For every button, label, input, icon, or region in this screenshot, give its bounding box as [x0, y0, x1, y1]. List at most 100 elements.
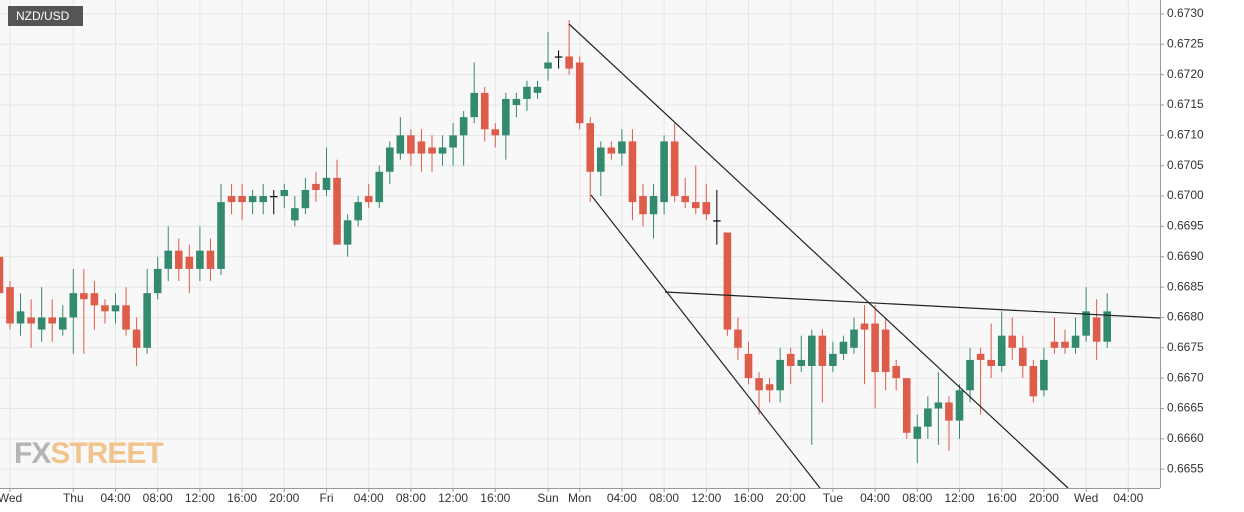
candle-body: [586, 123, 595, 172]
candle-body: [291, 208, 299, 221]
y-tick-label: 0.6655: [1167, 461, 1204, 475]
candle-body: [966, 359, 974, 391]
candle-body: [1061, 341, 1069, 348]
candle-body: [280, 189, 289, 197]
candle-body: [1008, 335, 1017, 348]
candle-body: [375, 171, 384, 203]
y-tick-label: 0.6680: [1167, 310, 1204, 324]
candle-body: [649, 196, 658, 215]
x-tick-label: Wed: [1074, 491, 1098, 505]
candle-body: [597, 147, 605, 172]
candle-body: [269, 196, 278, 198]
x-tick-label: Sun: [537, 491, 558, 505]
candle-body: [786, 353, 795, 366]
candle-body: [101, 305, 109, 312]
x-tick-label: 12:00: [944, 491, 974, 505]
candle-body: [997, 335, 1006, 366]
candle-body: [175, 250, 183, 269]
candle-body: [1103, 311, 1111, 342]
candle-body: [860, 323, 869, 330]
x-tick-label: Wed: [0, 491, 22, 505]
candle-body: [164, 250, 173, 269]
candle-body: [1050, 341, 1059, 348]
candle-body: [248, 196, 257, 203]
candle-body: [386, 147, 394, 172]
watermark: FXSTREET: [14, 437, 163, 470]
candle-body: [607, 147, 616, 154]
x-tick-label: 08:00: [649, 491, 679, 505]
candle-body: [913, 426, 922, 439]
candle-body: [322, 177, 331, 190]
y-tick-label: 0.6670: [1167, 370, 1204, 384]
x-tick-label: Tue: [823, 491, 844, 505]
x-tick-label: 20:00: [1029, 491, 1059, 505]
chart-title: NZD/USD: [16, 9, 70, 23]
candle-body: [502, 98, 510, 136]
candle-body: [301, 189, 310, 209]
x-tick-label: 12:00: [438, 491, 468, 505]
y-tick-label: 0.6700: [1167, 188, 1204, 202]
candle-body: [438, 147, 447, 154]
candle-body: [1029, 366, 1038, 397]
candle-body: [122, 305, 130, 330]
x-tick-label: 08:00: [396, 491, 426, 505]
candle-body: [924, 408, 932, 427]
candle-body: [396, 135, 405, 154]
candle-body: [987, 359, 995, 366]
watermark-part: STREET: [50, 437, 163, 470]
candle-body: [27, 317, 35, 324]
candle-body: [839, 341, 848, 354]
trend-line: [664, 291, 1161, 319]
candle-body: [491, 129, 500, 136]
y-tick-label: 0.6695: [1167, 219, 1204, 233]
y-tick-label: 0.6705: [1167, 158, 1204, 172]
candle-body: [544, 62, 552, 69]
candles: [0, 20, 1111, 464]
candle-body: [1071, 335, 1080, 348]
candle-body: [554, 56, 563, 58]
candle-body: [217, 202, 225, 269]
candle-body: [533, 86, 542, 93]
candle-body: [6, 287, 14, 324]
candle-body: [143, 293, 151, 348]
candle-body: [153, 268, 162, 294]
candle-body: [480, 92, 489, 130]
candle-body: [575, 62, 584, 124]
candle-body: [364, 196, 373, 203]
candle-body: [734, 329, 742, 348]
candle-body: [881, 329, 890, 373]
x-tick-label: 12:00: [185, 491, 215, 505]
candle-body: [417, 141, 426, 154]
candle-body: [227, 196, 236, 203]
candle-body: [407, 135, 415, 154]
x-tick-label: 12:00: [691, 491, 721, 505]
candle-body: [945, 402, 953, 421]
trend-line: [590, 194, 821, 489]
grid: [0, 0, 1160, 488]
candle-body: [976, 353, 985, 360]
candle-body: [628, 141, 637, 203]
candle-body: [713, 220, 721, 222]
candle-body: [902, 378, 911, 433]
candle-body: [37, 317, 46, 330]
candle-body: [829, 353, 837, 366]
candle-body: [48, 317, 56, 324]
x-tick-label: Mon: [568, 491, 591, 505]
y-tick-label: 0.6730: [1167, 6, 1204, 20]
candle-body: [428, 147, 436, 154]
candle-body: [185, 256, 194, 269]
candle-body: [470, 92, 478, 118]
candle-body: [69, 293, 78, 318]
x-tick-label: 04:00: [100, 491, 130, 505]
candle-body: [333, 177, 341, 245]
candle-body: [934, 402, 943, 409]
candle-body: [681, 196, 689, 203]
candle-body: [206, 250, 215, 269]
y-tick-label: 0.6715: [1167, 97, 1204, 111]
y-tick-label: 0.6660: [1167, 431, 1204, 445]
x-tick-label: 04:00: [860, 491, 890, 505]
y-tick-label: 0.6720: [1167, 67, 1204, 81]
candle-body: [639, 196, 647, 215]
candle-body: [808, 335, 816, 366]
